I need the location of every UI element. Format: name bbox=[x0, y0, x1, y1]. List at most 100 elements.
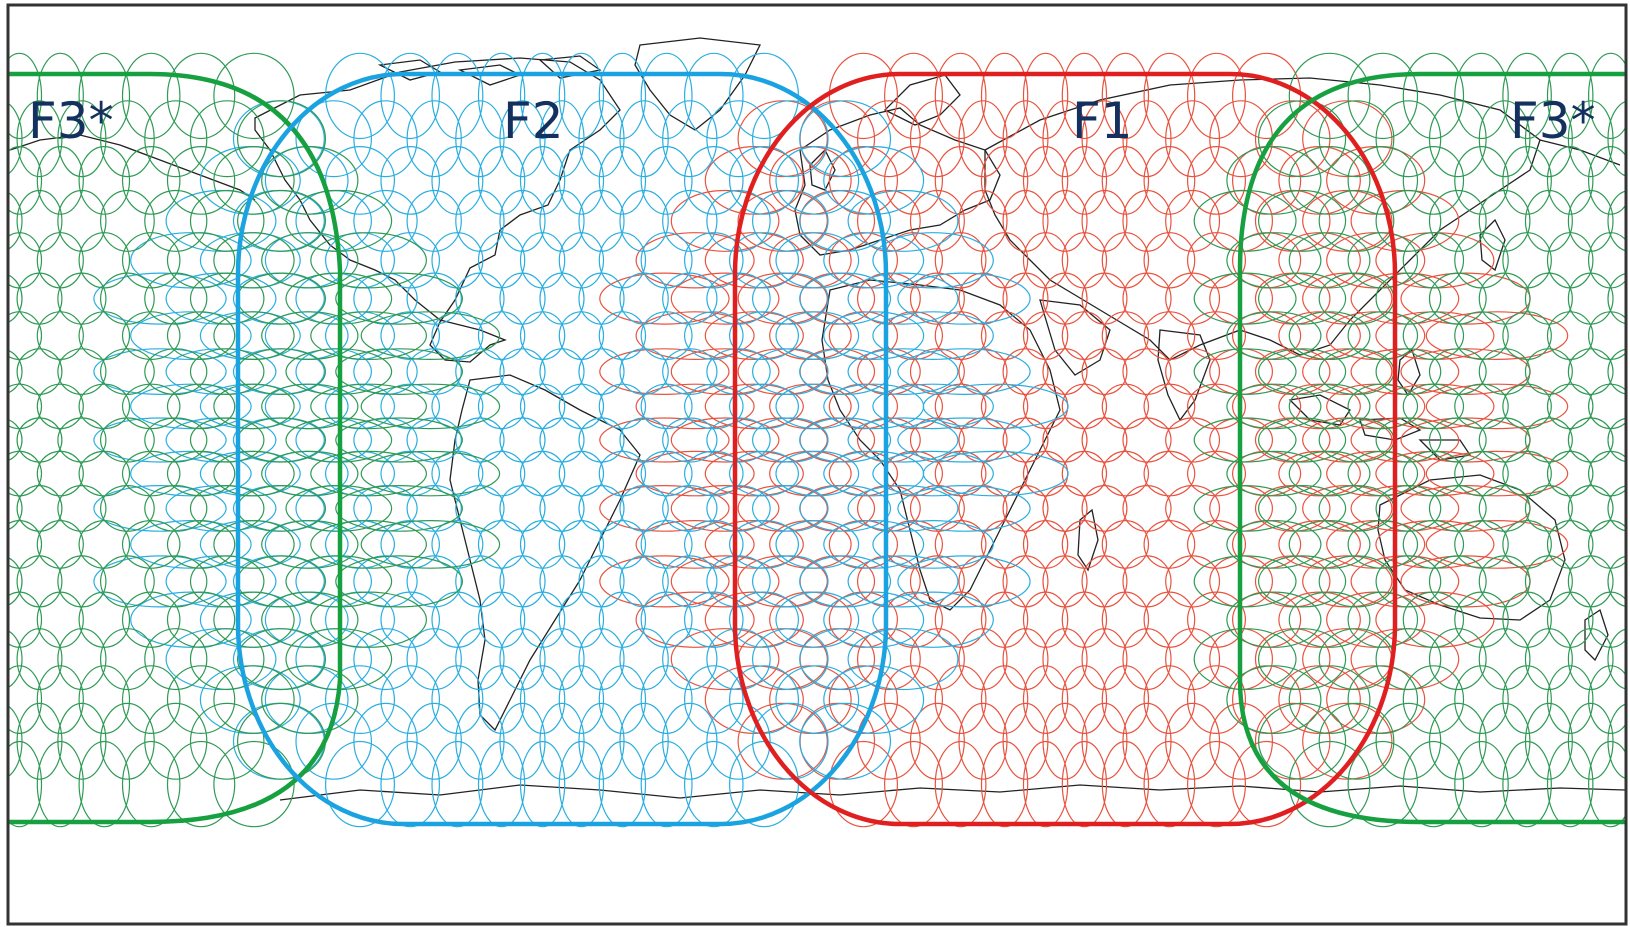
spot-beam bbox=[213, 665, 295, 734]
spot-beam bbox=[683, 145, 744, 215]
spot-beam bbox=[1186, 311, 1246, 361]
spot-beam bbox=[213, 52, 295, 140]
spot-beam bbox=[751, 485, 829, 532]
spot-beam bbox=[1186, 740, 1246, 828]
spot-beam bbox=[36, 450, 84, 497]
spot-beam bbox=[237, 628, 327, 691]
spot-beam bbox=[706, 189, 771, 252]
spot-beam bbox=[1288, 665, 1371, 734]
spot-beam bbox=[499, 348, 546, 396]
spot-beam bbox=[578, 485, 625, 532]
spot-beam bbox=[380, 145, 441, 215]
spot-beam bbox=[1402, 665, 1465, 734]
spot-beam bbox=[1061, 145, 1108, 215]
spot-beam bbox=[706, 628, 771, 691]
spot-beam bbox=[380, 591, 441, 648]
spot-beam bbox=[353, 189, 418, 252]
spot-beam bbox=[670, 189, 780, 252]
spot-beam bbox=[121, 450, 181, 497]
spot-beam bbox=[897, 485, 1031, 532]
spot-beam bbox=[1546, 311, 1594, 361]
spot-beam bbox=[166, 232, 236, 289]
spot-beam bbox=[261, 311, 359, 361]
spot-beam bbox=[1302, 417, 1393, 463]
spot-beam bbox=[213, 520, 295, 569]
spot-beam bbox=[310, 311, 428, 361]
spot-beam bbox=[1081, 485, 1128, 532]
spot-beam bbox=[922, 383, 1069, 430]
spot-beam bbox=[883, 665, 943, 734]
spot-beam bbox=[519, 52, 566, 140]
spot-beam bbox=[558, 52, 605, 140]
spot-beam bbox=[578, 189, 625, 252]
spot-beam bbox=[144, 628, 208, 691]
spot-beam bbox=[477, 520, 526, 569]
spot-beam bbox=[57, 417, 107, 463]
spot-beam bbox=[121, 591, 181, 648]
spot-beam bbox=[751, 417, 829, 463]
spot-beam bbox=[662, 628, 718, 691]
coverage-outline-f3-left bbox=[9, 71, 343, 825]
spot-beam bbox=[958, 417, 1008, 463]
spot-beam bbox=[36, 740, 84, 828]
spot-beam bbox=[799, 555, 892, 608]
spot-beam bbox=[857, 702, 921, 780]
spot-beam bbox=[1524, 348, 1573, 396]
spot-beam bbox=[558, 740, 605, 828]
spot-beam bbox=[619, 485, 669, 532]
spot-beam bbox=[823, 591, 925, 648]
spot-beam bbox=[1122, 485, 1172, 532]
spot-beam bbox=[823, 520, 925, 569]
spot-beam bbox=[36, 52, 84, 140]
spot-beam bbox=[1101, 520, 1150, 569]
spot-beam bbox=[1326, 145, 1426, 215]
spot-beam bbox=[1546, 145, 1594, 215]
spot-beam bbox=[872, 450, 994, 497]
spot-beam bbox=[380, 450, 441, 497]
spot-beam bbox=[909, 100, 965, 178]
spot-beam bbox=[751, 628, 829, 691]
spot-beam bbox=[909, 628, 965, 691]
spot-beam bbox=[980, 740, 1029, 828]
spot-beam bbox=[1226, 520, 1322, 569]
spot-beam bbox=[704, 383, 804, 430]
spot-beam bbox=[619, 348, 669, 396]
spot-beam bbox=[1588, 146, 1625, 215]
spot-beam bbox=[477, 740, 526, 828]
spot-beam bbox=[578, 100, 625, 178]
spot-beam bbox=[93, 485, 227, 532]
spot-beam bbox=[670, 485, 780, 532]
spot-beam bbox=[1042, 189, 1088, 252]
spot-beam bbox=[662, 100, 718, 178]
spot-beam bbox=[704, 665, 804, 734]
spot-beam bbox=[704, 520, 804, 569]
spot-beam bbox=[662, 417, 718, 463]
spot-beam bbox=[9, 740, 43, 828]
spot-beam bbox=[1022, 665, 1069, 734]
spot-beam bbox=[189, 189, 265, 252]
spot-beam bbox=[1193, 628, 1297, 691]
spot-beam bbox=[751, 555, 829, 608]
spot-beam bbox=[1257, 702, 1347, 780]
spot-beam bbox=[335, 555, 464, 608]
spot-beam bbox=[578, 348, 625, 396]
spot-beam bbox=[16, 189, 63, 252]
spot-beam bbox=[683, 52, 744, 140]
spot-beam bbox=[934, 52, 987, 140]
spot-beam bbox=[57, 348, 107, 396]
spot-beam bbox=[144, 555, 208, 608]
spot-beam bbox=[1278, 383, 1361, 430]
spot-beam bbox=[1375, 189, 1442, 252]
spot-beam bbox=[455, 100, 505, 178]
spot-beam bbox=[100, 272, 155, 325]
spot-beam bbox=[683, 450, 744, 497]
spot-beam bbox=[325, 740, 396, 828]
region-label-f3-left: F3* bbox=[28, 92, 114, 150]
spot-beam bbox=[799, 485, 892, 532]
spot-beam bbox=[598, 52, 647, 140]
spot-beam bbox=[683, 311, 744, 361]
spot-beam bbox=[130, 450, 252, 497]
spot-beam bbox=[823, 665, 925, 734]
spot-beam bbox=[335, 348, 464, 396]
spot-beam bbox=[1347, 591, 1419, 648]
